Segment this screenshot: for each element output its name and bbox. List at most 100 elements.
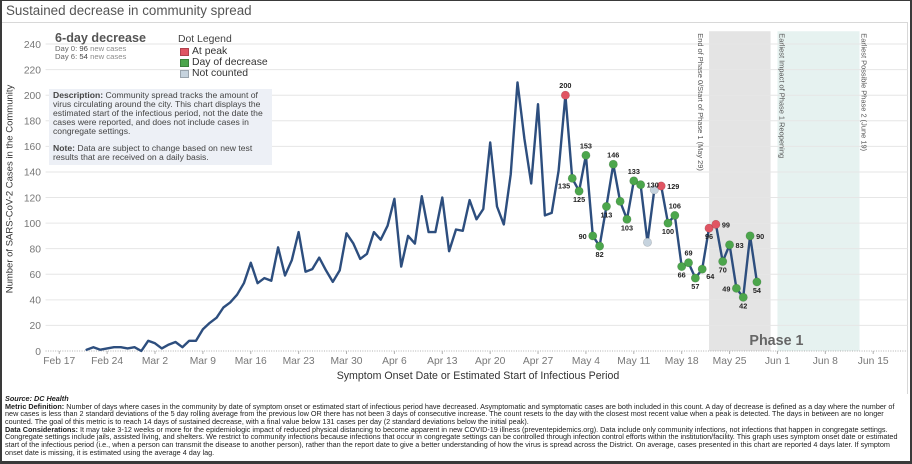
marker-decrease[interactable] bbox=[725, 240, 735, 250]
data-label: 99 bbox=[722, 220, 730, 229]
marker-decrease[interactable] bbox=[595, 241, 605, 251]
legend-item-label: Day of decrease bbox=[192, 57, 268, 68]
x-tick-label: Apr 27 bbox=[523, 356, 554, 367]
data-label: 106 bbox=[669, 201, 681, 210]
marker-decrease[interactable] bbox=[574, 186, 584, 196]
data-label: 135 bbox=[558, 181, 570, 190]
description-paragraph: Description: Community spread tracks the… bbox=[53, 91, 267, 136]
data-label: 82 bbox=[596, 250, 604, 259]
kpi-block: 6-day decrease Day 0: 96 new cases Day 6… bbox=[55, 31, 146, 61]
y-tick-label: 160 bbox=[24, 142, 41, 153]
kpi-day6-label: Day 6: bbox=[55, 51, 78, 61]
x-tick-label: Jun 1 bbox=[765, 356, 790, 367]
marker-not-counted[interactable] bbox=[642, 237, 652, 247]
data-considerations: Data Considerations: It may take 3-12 we… bbox=[5, 425, 907, 457]
marker-peak[interactable] bbox=[656, 181, 666, 191]
y-tick-label: 240 bbox=[24, 40, 41, 51]
y-tick-label: 100 bbox=[24, 219, 41, 230]
footer-notes: Source: DC Health Metric Definition: Num… bbox=[5, 395, 907, 456]
x-tick-label: Mar 23 bbox=[283, 356, 315, 367]
annotation-label: End of Phase 0/Start of Phase 1 (May 29) bbox=[696, 33, 705, 171]
metric-definition: Metric Definition: Number of days where … bbox=[5, 401, 907, 426]
x-tick-label: Apr 20 bbox=[475, 356, 506, 367]
marker-decrease[interactable] bbox=[588, 231, 598, 241]
marker-decrease[interactable] bbox=[752, 277, 762, 287]
marker-decrease[interactable] bbox=[745, 231, 755, 241]
marker-decrease[interactable] bbox=[718, 256, 728, 266]
marker-decrease[interactable] bbox=[615, 196, 625, 206]
data-label: 129 bbox=[667, 182, 679, 191]
y-tick-label: 80 bbox=[30, 244, 42, 255]
marker-decrease[interactable] bbox=[629, 176, 639, 186]
marker-peak[interactable] bbox=[704, 223, 714, 233]
note-label: Note: bbox=[53, 142, 75, 153]
marker-decrease[interactable] bbox=[697, 264, 707, 274]
red-swatch-icon bbox=[180, 47, 189, 56]
description-box: Description: Community spread tracks the… bbox=[49, 89, 272, 165]
y-tick-label: 140 bbox=[24, 168, 41, 179]
legend-item-not-counted[interactable]: Not counted bbox=[178, 68, 268, 79]
data-label: 100 bbox=[662, 227, 674, 236]
marker-decrease[interactable] bbox=[622, 214, 632, 224]
marker-decrease[interactable] bbox=[670, 210, 680, 220]
marker-decrease[interactable] bbox=[636, 180, 646, 190]
x-tick-label: Mar 2 bbox=[142, 356, 169, 367]
data-label: 125 bbox=[573, 195, 585, 204]
data-label: 200 bbox=[559, 81, 571, 90]
legend-item-day-of-decrease[interactable]: Day of decrease bbox=[178, 57, 268, 68]
y-tick-label: 60 bbox=[30, 270, 42, 281]
data-label: 57 bbox=[691, 282, 699, 291]
x-tick-label: Mar 30 bbox=[330, 356, 362, 367]
y-tick-label: 180 bbox=[24, 117, 41, 128]
kpi-day0-label: Day 0: bbox=[55, 44, 78, 53]
kpi-day0-suffix: new cases bbox=[90, 44, 127, 53]
marker-decrease[interactable] bbox=[738, 292, 748, 302]
data-label: 64 bbox=[706, 272, 715, 281]
marker-decrease[interactable] bbox=[601, 201, 611, 211]
data-label: 130 bbox=[647, 181, 659, 190]
data-label: 83 bbox=[736, 241, 744, 250]
legend-title: Dot Legend bbox=[178, 34, 232, 45]
data-label: 49 bbox=[722, 284, 730, 293]
marker-decrease[interactable] bbox=[608, 159, 618, 169]
marker-decrease[interactable] bbox=[581, 150, 591, 160]
marker-decrease[interactable] bbox=[663, 218, 673, 228]
source-text: Source: DC Health bbox=[5, 394, 69, 403]
description-text: Community spread tracks the amount of vi… bbox=[53, 90, 263, 136]
data-label: 153 bbox=[580, 141, 592, 150]
data-label: 133 bbox=[628, 167, 640, 176]
description-label: Description: bbox=[53, 90, 104, 100]
kpi-day0: Day 0: 96 new cases bbox=[55, 45, 146, 53]
marker-peak[interactable] bbox=[711, 219, 721, 229]
legend-item-label: Not counted bbox=[192, 68, 249, 79]
y-axis-title: Number of SARS-CoV-2 Cases in the Commun… bbox=[4, 84, 16, 294]
y-tick-label: 20 bbox=[30, 321, 42, 332]
note-text: Data are subject to change based on new … bbox=[53, 142, 253, 162]
x-tick-label: Mar 16 bbox=[235, 356, 267, 367]
data-label: 66 bbox=[678, 271, 686, 280]
marker-not-counted[interactable] bbox=[649, 185, 659, 195]
marker-decrease[interactable] bbox=[567, 173, 577, 183]
y-tick-label: 220 bbox=[24, 65, 41, 76]
marker-decrease[interactable] bbox=[684, 258, 694, 268]
data-label: 90 bbox=[579, 232, 587, 241]
x-tick-label: Jun 8 bbox=[813, 356, 838, 367]
marker-peak[interactable] bbox=[560, 90, 570, 100]
x-tick-label: May 11 bbox=[617, 356, 650, 367]
kpi-day0-value: 96 bbox=[79, 44, 88, 53]
metric-definition-text: Number of days where cases in the commun… bbox=[5, 401, 895, 426]
annotation-label: Earliest Possible Phase 2 (June 19) bbox=[860, 33, 869, 151]
y-tick-label: 200 bbox=[24, 91, 41, 102]
marker-decrease[interactable] bbox=[677, 262, 687, 272]
kpi-title: 6-day decrease bbox=[55, 31, 147, 45]
chart-title: Sustained decrease in community spread bbox=[6, 3, 252, 18]
data-label: 69 bbox=[684, 249, 692, 258]
legend-item-at-peak[interactable]: At peak bbox=[178, 46, 268, 57]
marker-decrease[interactable] bbox=[690, 273, 700, 283]
x-tick-label: May 18 bbox=[665, 356, 699, 367]
kpi-day6-value: 54 bbox=[79, 51, 88, 61]
legend-item-label: At peak bbox=[192, 46, 228, 57]
marker-decrease[interactable] bbox=[731, 283, 741, 293]
phase-label: Phase 1 bbox=[749, 333, 803, 349]
reopening-impact-band bbox=[777, 31, 860, 351]
